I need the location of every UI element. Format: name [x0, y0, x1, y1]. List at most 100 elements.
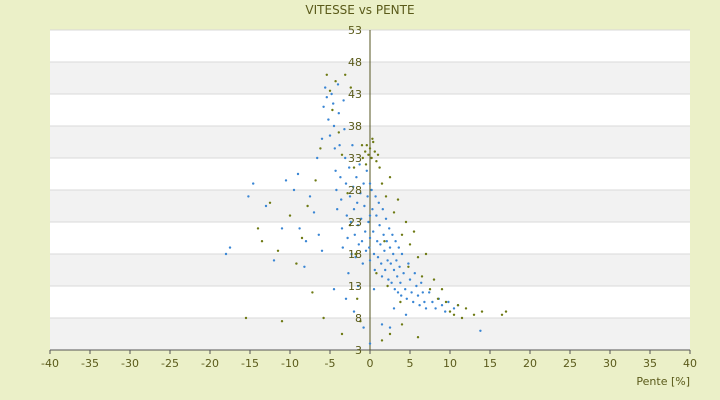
- data-point: [361, 156, 364, 160]
- data-point: [380, 275, 384, 278]
- y-tick-label: 3: [355, 344, 362, 357]
- data-point: [397, 246, 400, 249]
- data-point: [428, 291, 431, 294]
- data-point: [335, 188, 338, 192]
- data-point: [375, 160, 378, 163]
- y-tick-label: 18: [348, 248, 362, 261]
- data-point: [368, 214, 372, 217]
- data-point: [388, 326, 392, 329]
- data-point: [348, 166, 351, 169]
- data-point: [336, 83, 340, 86]
- data-point: [344, 156, 347, 160]
- data-point: [337, 112, 340, 115]
- data-point: [418, 304, 421, 307]
- data-point: [424, 307, 428, 310]
- data-point: [434, 307, 437, 310]
- data-point: [349, 86, 352, 89]
- x-tick-label: -30: [121, 357, 139, 370]
- data-point: [341, 246, 344, 249]
- data-point: [380, 182, 384, 185]
- data-point: [416, 294, 420, 297]
- data-point: [325, 96, 328, 99]
- data-point: [373, 150, 376, 153]
- x-tick-label: 20: [523, 357, 537, 370]
- data-point: [247, 195, 250, 198]
- data-point: [504, 310, 508, 313]
- x-tick-label: -10: [281, 357, 299, 370]
- data-point: [353, 233, 356, 236]
- data-point: [376, 256, 380, 259]
- data-point: [364, 150, 367, 153]
- data-point: [388, 332, 392, 336]
- data-point: [346, 236, 349, 240]
- data-point: [340, 153, 344, 156]
- data-point: [292, 188, 296, 192]
- data-point: [356, 201, 359, 204]
- data-point: [372, 252, 376, 256]
- data-point: [368, 342, 372, 345]
- data-point: [404, 288, 407, 291]
- data-point: [400, 294, 403, 297]
- data-point: [363, 204, 366, 208]
- data-point: [264, 204, 268, 208]
- data-point: [347, 272, 350, 275]
- data-point: [354, 252, 357, 256]
- data-point: [393, 288, 396, 291]
- data-point: [352, 310, 356, 313]
- data-point: [272, 259, 276, 262]
- y-tick-label: 43: [348, 88, 362, 101]
- data-point: [444, 310, 447, 313]
- data-point: [352, 185, 355, 188]
- data-point: [348, 224, 352, 227]
- data-point: [400, 323, 404, 326]
- data-point: [372, 140, 375, 144]
- data-point: [392, 211, 396, 214]
- data-point: [370, 188, 373, 192]
- chart-title: VITESSE vs PENTE: [305, 3, 415, 17]
- y-tick-label: 38: [348, 120, 362, 133]
- data-point: [330, 92, 333, 96]
- data-point: [392, 307, 396, 310]
- data-point: [402, 272, 405, 275]
- x-tick-labels: -40 -35 -30 -25 -20 -15 -10 -5 0 5 10 15 20 25 30 35 40: [41, 357, 697, 370]
- data-point: [374, 195, 377, 198]
- x-tick-label: 10: [443, 357, 457, 370]
- data-point: [412, 230, 416, 233]
- data-point: [340, 227, 344, 230]
- data-point: [303, 265, 306, 268]
- data-point: [360, 240, 364, 243]
- data-point: [380, 262, 383, 265]
- data-point: [334, 169, 337, 172]
- data-point: [298, 227, 301, 230]
- data-point: [359, 192, 362, 195]
- data-point: [359, 320, 362, 323]
- data-point: [367, 220, 370, 224]
- data-point: [252, 182, 255, 185]
- data-point: [364, 249, 368, 252]
- data-point: [311, 291, 314, 294]
- data-point: [412, 300, 415, 304]
- data-point: [361, 262, 364, 265]
- data-point: [420, 281, 423, 284]
- data-point: [375, 272, 378, 275]
- data-point: [340, 332, 344, 336]
- data-point: [325, 73, 328, 77]
- data-point: [380, 339, 384, 342]
- data-point: [362, 326, 365, 329]
- data-point: [373, 268, 376, 272]
- data-point: [480, 310, 484, 313]
- data-point: [327, 118, 330, 121]
- data-point: [280, 320, 284, 323]
- data-point: [357, 243, 360, 246]
- x-tick-label: -35: [81, 357, 99, 370]
- data-point: [351, 144, 354, 147]
- data-point: [328, 89, 332, 93]
- data-point: [355, 176, 358, 179]
- data-point: [420, 275, 424, 278]
- data-point: [368, 236, 372, 240]
- data-point: [383, 249, 386, 252]
- data-point: [415, 284, 418, 288]
- y-tick-label: 48: [348, 56, 362, 69]
